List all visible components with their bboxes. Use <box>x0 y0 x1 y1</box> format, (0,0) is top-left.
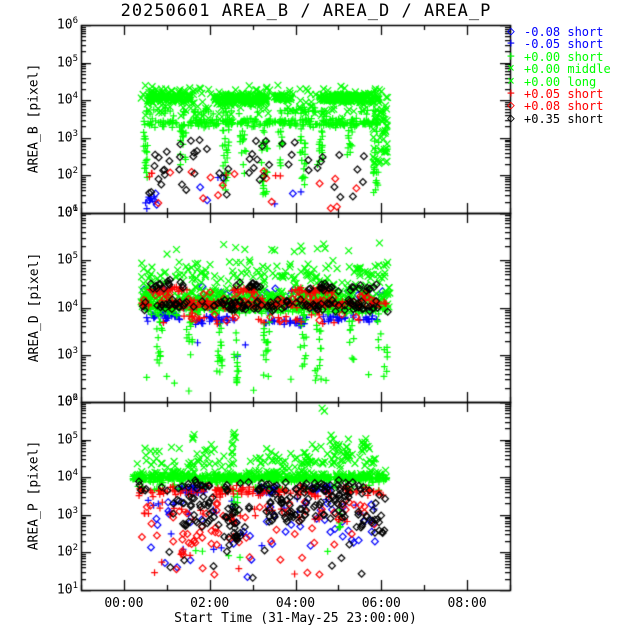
y-tick-label: 104 <box>56 91 78 108</box>
y-tick-label: 106 <box>56 393 78 410</box>
legend-item-label: +0.00 middle <box>524 62 611 77</box>
y-tick-label: 105 <box>56 251 78 268</box>
y-tick-label: 103 <box>56 505 78 523</box>
legend-item-label: -0.08 short <box>524 25 604 39</box>
plus-icon: + <box>507 36 515 52</box>
y-tick-label: 102 <box>56 543 78 560</box>
legend-item-label: -0.05 short <box>524 37 604 52</box>
x-axis-label: Start Time (31-May-25 23:00:00) <box>174 611 417 626</box>
legend-item: × +0.00 middle <box>507 61 611 77</box>
y-tick-label: 105 <box>56 430 78 447</box>
legend: ◇ -0.08 short + -0.05 short + +0.00 shor… <box>507 24 611 126</box>
x-tick-label: 08:00 <box>447 596 487 611</box>
y-tick-label: 104 <box>56 468 78 485</box>
y-tick-label: 105 <box>56 53 78 70</box>
y-tick-label: 106 <box>56 16 78 33</box>
y-tick-label: 101 <box>56 204 78 221</box>
cross-icon: × <box>507 61 515 77</box>
y-tick-label: 104 <box>56 298 78 315</box>
legend-item: + -0.05 short <box>507 36 611 52</box>
y-axis-label-area-b: AREA_B [pixel] <box>26 63 42 174</box>
legend-item: ◇ +0.08 short <box>507 98 611 114</box>
legend-item: ◇ +0.35 short <box>507 110 611 126</box>
legend-item-label: +0.08 short <box>524 99 604 114</box>
x-tick-label: 04:00 <box>275 596 316 611</box>
y-tick-label: 102 <box>56 393 78 410</box>
x-tick-label: 02:00 <box>190 596 230 611</box>
legend-item-label: +0.35 short <box>524 111 604 126</box>
plot-title: 20250601 AREA_B / AREA_D / AREA_P <box>120 1 492 21</box>
y-tick-label: 103 <box>56 128 78 146</box>
plus-icon: + <box>507 85 515 101</box>
y-tick-label: 106 <box>56 204 78 221</box>
legend-item: ◇ -0.08 short <box>507 24 611 39</box>
diamond-icon: ◇ <box>507 24 515 39</box>
legend-item-label: +0.00 long <box>524 74 597 89</box>
x-tick-label: 06:00 <box>361 596 401 611</box>
x-tick-label: 00:00 <box>104 596 144 611</box>
legend-item: × +0.00 long <box>507 73 611 89</box>
cross-icon: × <box>507 73 515 89</box>
y-axis-label-area-p: AREA_P [pixel] <box>26 440 42 551</box>
plus-icon: + <box>507 48 515 64</box>
y-tick-label: 103 <box>56 345 78 363</box>
y-tick-label: 102 <box>56 166 78 183</box>
y-tick-label: 101 <box>56 581 78 598</box>
legend-item-label: +0.05 short <box>524 86 604 101</box>
legend-item-label: +0.00 short <box>524 49 604 64</box>
diamond-icon: ◇ <box>507 98 515 114</box>
legend-item: + +0.05 short <box>507 85 611 101</box>
legend-item: + +0.00 short <box>507 48 611 64</box>
diamond-icon: ◇ <box>507 110 515 126</box>
y-axis-label-area-d: AREA_D [pixel] <box>26 252 42 362</box>
